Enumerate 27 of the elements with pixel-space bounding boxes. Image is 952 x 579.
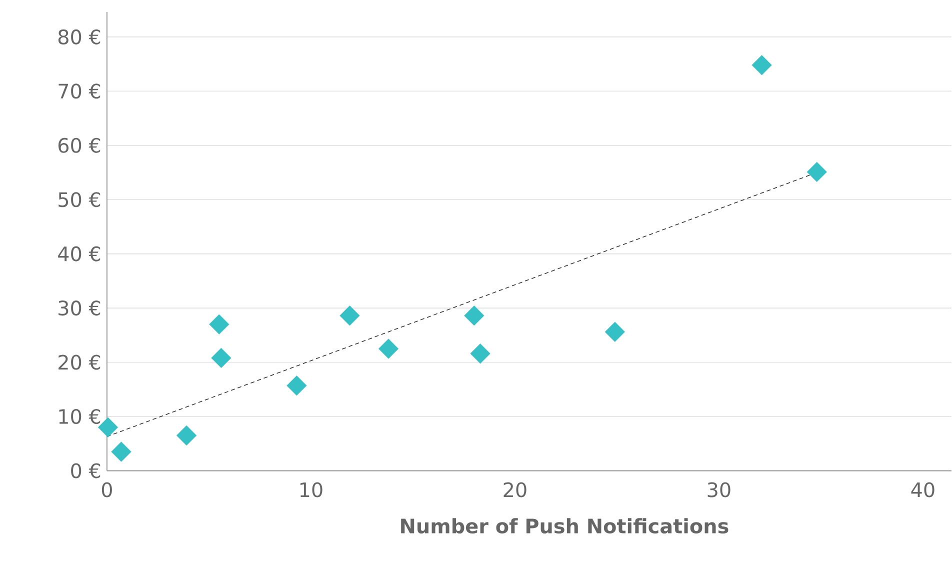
point bbox=[111, 442, 132, 462]
x-tick-label: 40 bbox=[911, 482, 934, 498]
point bbox=[806, 162, 827, 182]
x-tick-label: 30 bbox=[708, 482, 730, 498]
y-tick-label: 30 € bbox=[58, 300, 100, 316]
point bbox=[752, 55, 772, 76]
point bbox=[604, 322, 625, 342]
y-tick-label: 80 € bbox=[58, 30, 100, 45]
y-tick-label: 40 € bbox=[58, 246, 100, 262]
y-tick-label: 10 € bbox=[59, 409, 100, 424]
y-tick-label: 20 € bbox=[58, 354, 100, 370]
y-tick-label: 0 € bbox=[71, 463, 100, 478]
point bbox=[470, 344, 490, 364]
y-tick-label: 50 € bbox=[58, 192, 100, 208]
point bbox=[378, 338, 399, 359]
point bbox=[176, 426, 197, 446]
y-tick-label: 60 € bbox=[58, 138, 100, 154]
point bbox=[211, 348, 232, 368]
point bbox=[209, 314, 230, 335]
x-tick-label: 0 bbox=[102, 482, 112, 498]
x-tick-label: 20 bbox=[504, 482, 526, 498]
point bbox=[286, 376, 307, 396]
y-tick-label: 70 € bbox=[58, 84, 100, 99]
x-tick-label: 10 bbox=[300, 482, 322, 498]
point bbox=[464, 306, 484, 326]
x-axis-title: Number of Push Notifications bbox=[401, 518, 728, 534]
point bbox=[340, 306, 360, 326]
